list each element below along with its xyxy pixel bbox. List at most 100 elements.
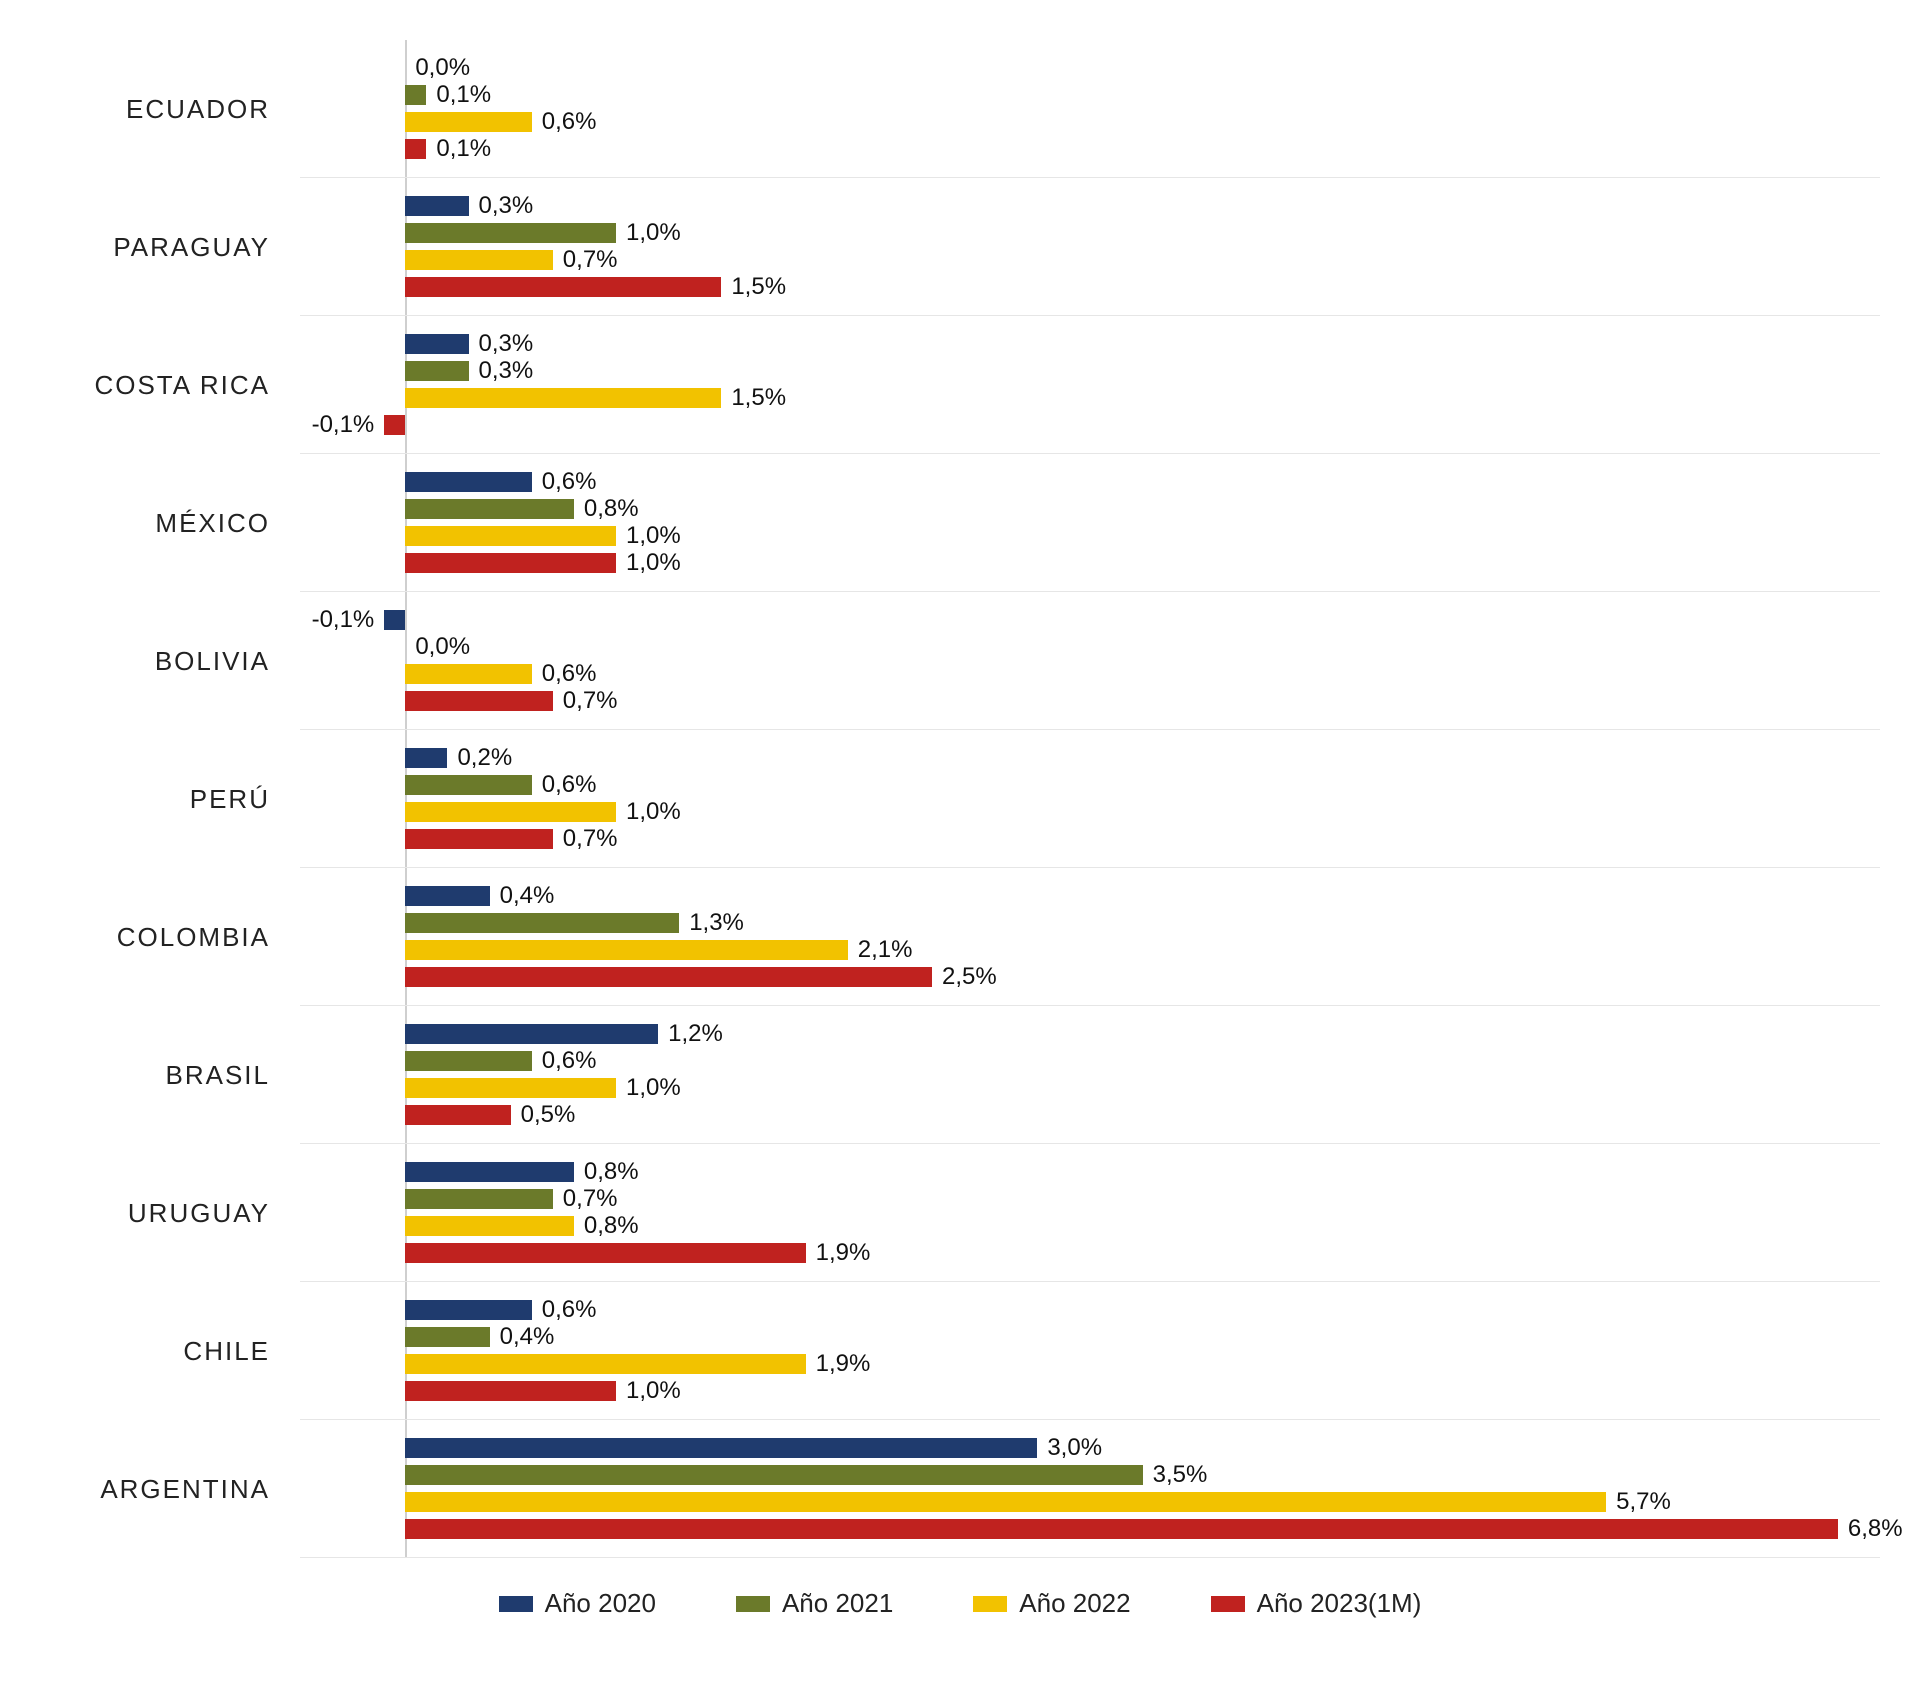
bar [405,691,552,711]
bar [405,526,616,546]
bar-value-label: -0,1% [312,412,375,438]
bar-value-label: 0,7% [563,1186,618,1212]
bar-value-label: 0,3% [479,358,534,384]
bar [405,85,426,105]
category-row: PARAGUAY 0,3%1,0%0,7% 1,5% [40,178,1880,316]
legend-item: Año 2020 [499,1588,656,1619]
bar-row: 0,7% [300,247,1880,273]
bar-group: 0,8%0,7%0,8% 1,9% [300,1144,1880,1282]
bar [405,1162,574,1182]
bar-row: 0,3% [300,193,1880,219]
bar [405,1078,616,1098]
bar [405,664,531,684]
bar-row: 0,5% [300,1102,1880,1128]
bar [405,1189,552,1209]
category-label: COSTA RICA [40,316,300,454]
bar-group: 0,3%0,3%1,5%-0,1% [300,316,1880,454]
category-label: BRASIL [40,1006,300,1144]
category-row: URUGUAY0,8%0,7%0,8%1,9% [40,1144,1880,1282]
bar-row: -0,1% [300,412,1880,438]
bar-value-label: 0,8% [584,1213,639,1239]
bar [384,415,405,435]
bar-value-label: 0,6% [542,772,597,798]
bar-group: 0,0%0,1%0,6%0,1% [300,40,1880,178]
bar-row: 0,0% [300,55,1880,81]
category-label: CHILE [40,1282,300,1420]
category-row: MÉXICO0,6%0,8%1,0%1,0% [40,454,1880,592]
bar [405,1492,1606,1512]
legend: Año 2020Año 2021Año 2022Año 2023(1M) [40,1588,1880,1619]
bar-row: 1,2% [300,1021,1880,1047]
category-label: COLOMBIA [40,868,300,1006]
bar-row: 1,0% [300,220,1880,246]
bar-row: 0,6% [300,772,1880,798]
bar-row: 0,7% [300,1186,1880,1212]
bar-group: 1,2% 0,6%1,0%0,5% [300,1006,1880,1144]
bar-row: 0,4% [300,1324,1880,1350]
bar-value-label: 2,1% [858,937,913,963]
category-row: COSTA RICA0,3%0,3%1,5%-0,1% [40,316,1880,454]
bar-value-label: 1,5% [731,385,786,411]
bar-value-label: 0,6% [542,1297,597,1323]
category-label: PERÚ [40,730,300,868]
bar-group: -0,1%0,0%0,6%0,7% [300,592,1880,730]
bar-row: 0,8% [300,1159,1880,1185]
bar [405,748,447,768]
bar [405,196,468,216]
bar-row: 0,6% [300,109,1880,135]
bar-row: 2,1% [300,937,1880,963]
bar-value-label: 1,2% [668,1021,723,1047]
bar [405,1354,805,1374]
bar-value-label: 1,5% [731,274,786,300]
bar [405,1024,658,1044]
bar-row: 6,8% [300,1516,1880,1542]
bar-row: 1,0% [300,1075,1880,1101]
bar-value-label: 1,9% [816,1240,871,1266]
bar-group: 0,4%1,3%2,1%2,5% [300,868,1880,1006]
bar [405,940,847,960]
bar [405,886,489,906]
bar-value-label: 0,0% [415,55,470,81]
bar-value-label: 0,1% [436,82,491,108]
bar-value-label: 6,8% [1848,1516,1903,1542]
bar-value-label: 0,1% [436,136,491,162]
bar [405,334,468,354]
bar-row: 1,0% [300,1378,1880,1404]
bar-value-label: 0,6% [542,1048,597,1074]
bar-row: 0,2% [300,745,1880,771]
category-label: PARAGUAY [40,178,300,316]
bar [405,1105,510,1125]
bar-value-label: 0,3% [479,193,534,219]
bar [405,775,531,795]
bar [405,1243,805,1263]
bar-value-label: 5,7% [1616,1489,1671,1515]
bar [405,472,531,492]
bar-value-label: 1,3% [689,910,744,936]
bar-group: 0,6%0,8%1,0%1,0% [300,454,1880,592]
bar-row: 0,4% [300,883,1880,909]
bar-row: 0,8% [300,1213,1880,1239]
legend-label: Año 2023(1M) [1257,1588,1422,1619]
bar-value-label: 3,5% [1153,1462,1208,1488]
legend-swatch [1211,1596,1245,1612]
bar-row: 0,1% [300,136,1880,162]
bar-row: 0,1% [300,82,1880,108]
bar [405,139,426,159]
bar-row: 5,7% [300,1489,1880,1515]
bar-row: 1,0% [300,799,1880,825]
legend-swatch [499,1596,533,1612]
bar-row: 3,0% [300,1435,1880,1461]
bar-row: 0,7% [300,688,1880,714]
bar-value-label: 1,0% [626,799,681,825]
bar-value-label: 0,4% [500,1324,555,1350]
bar [405,1216,574,1236]
bar-value-label: 0,7% [563,247,618,273]
bar-row: 0,0% [300,634,1880,660]
legend-swatch [973,1596,1007,1612]
bar-group: 0,6%0,4%1,9%1,0% [300,1282,1880,1420]
legend-label: Año 2020 [545,1588,656,1619]
bar [405,1465,1142,1485]
category-row: CHILE0,6%0,4%1,9%1,0% [40,1282,1880,1420]
bar [405,277,721,297]
category-row: ARGENTINA3,0%3,5%5,7%6,8% [40,1420,1880,1558]
